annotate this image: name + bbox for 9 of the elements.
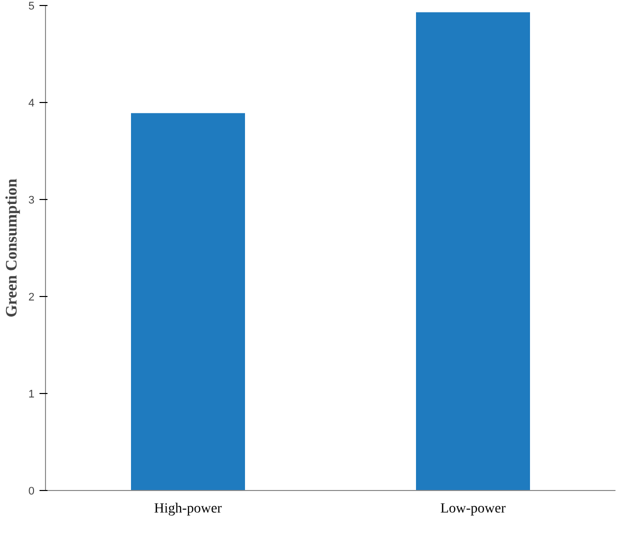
x-tick-label: Low-power bbox=[440, 502, 506, 516]
y-tick-label: 2 bbox=[28, 292, 35, 304]
y-tick-label: 3 bbox=[28, 194, 35, 206]
y-tick-label: 5 bbox=[28, 0, 35, 12]
y-tick-label: 1 bbox=[28, 388, 35, 400]
y-axis-title: Green Consumption bbox=[3, 178, 20, 318]
x-tick-label: High-power bbox=[154, 502, 222, 516]
y-tick-label: 4 bbox=[28, 98, 35, 110]
y-tick-label: 0 bbox=[28, 486, 35, 498]
